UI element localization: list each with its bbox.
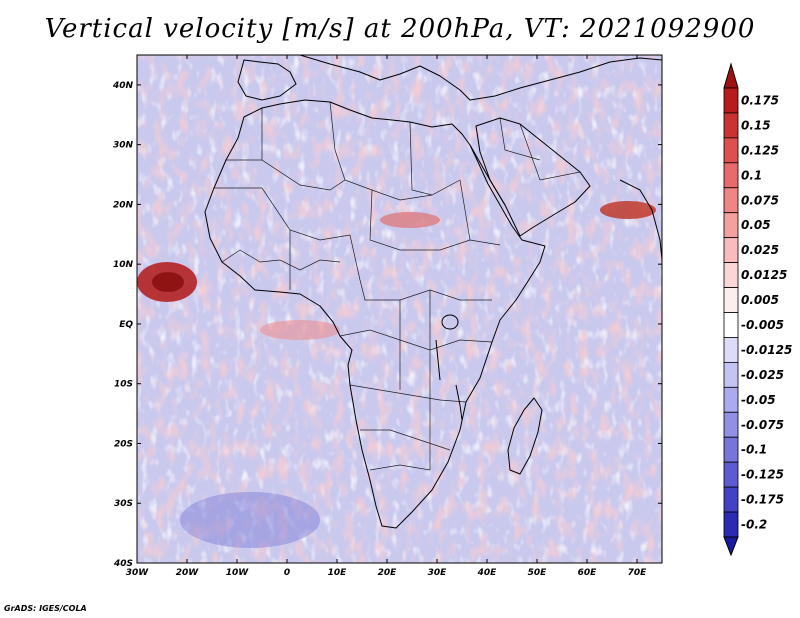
colorbar-swatch [723, 461, 739, 488]
madagascar-coastline [507, 397, 543, 475]
grads-credit: GrADS: IGES/COLA [4, 604, 87, 613]
colorbar-label: -0.05 [741, 393, 776, 407]
colorbar-label: -0.1 [741, 443, 767, 457]
border-line [519, 123, 581, 181]
updraft-blob-atlantic-core [152, 272, 184, 292]
border-line [329, 101, 346, 181]
lat-tick-label: 40N [112, 81, 134, 91]
border-line [349, 384, 467, 403]
lon-tick-label: 10E [328, 568, 348, 578]
lat-tick-label: 20N [113, 200, 134, 210]
colorbar-label: 0.005 [741, 293, 779, 307]
colorbar-swatch [723, 511, 739, 538]
country-borders [214, 101, 581, 471]
lon-tick-label: 0 [284, 568, 290, 578]
lat-tick-label: 20S [114, 439, 133, 449]
colorbar-label: 0.075 [741, 193, 779, 207]
border-line [369, 189, 501, 251]
colorbar-label: 0.05 [741, 218, 771, 232]
updraft-blob-arabian-sea [600, 201, 656, 219]
colorbar-swatch [723, 386, 739, 413]
colorbar-label: 0.0125 [741, 268, 787, 282]
updraft-blob-north-africa [380, 212, 440, 228]
colorbar-label: -0.125 [741, 468, 784, 482]
lat-tick-label: EQ [119, 320, 133, 330]
colorbar-swatch [723, 237, 739, 264]
colorbar-min-arrow [723, 536, 739, 557]
border-line [360, 429, 451, 451]
lat-tick-label: 30N [113, 141, 134, 151]
colorbar-swatch [723, 337, 739, 363]
lon-tick-label: 70E [628, 568, 648, 578]
red-sea-coastline [469, 144, 506, 206]
iberia-coastline [237, 59, 297, 101]
lake-malawi [455, 384, 463, 421]
colorbar-swatch [723, 162, 739, 189]
border-line [221, 249, 341, 271]
updraft-blob-south-atlantic [260, 320, 340, 340]
border-line [369, 464, 431, 471]
colorbar-max-arrow [723, 62, 739, 89]
longitude-axis: 30W 20W 10W 0 10E 20E 30E 40E 50E 60E 70E [126, 55, 647, 578]
colorbar-swatch [723, 112, 739, 139]
lat-tick-label: 30S [114, 499, 133, 509]
lon-tick-label: 60E [578, 568, 598, 578]
lake-victoria [441, 314, 459, 330]
colorbar-label: -0.025 [741, 368, 784, 382]
plot-frame [136, 54, 663, 564]
colorbar-swatch [723, 486, 739, 513]
latitude-axis: 40N 30N 20N 10N EQ 10S 20S 30S 40S [112, 81, 662, 569]
colorbar-swatch [723, 436, 739, 463]
lat-tick-label: 10S [114, 380, 133, 390]
border-line [499, 117, 541, 161]
border-line [409, 121, 433, 196]
colorbar-label: -0.2 [741, 518, 767, 532]
colorbar-label: 0.025 [741, 243, 779, 257]
colorbar-swatch [723, 312, 739, 338]
lon-tick-label: 10W [226, 568, 250, 578]
coastlines [204, 55, 662, 529]
colorbar-swatch [723, 262, 739, 288]
colorbar-label: -0.005 [741, 318, 784, 332]
plot-area [137, 55, 662, 563]
velocity-field-texture-red [137, 55, 662, 563]
colorbar-swatch [723, 361, 739, 388]
lon-tick-label: 50E [528, 568, 548, 578]
lon-tick-label: 20W [176, 568, 200, 578]
africa-coastline [204, 99, 546, 529]
map-title: Vertical velocity [m/s] at 200hPa, VT: 2… [44, 14, 756, 44]
lon-tick-label: 30E [428, 568, 448, 578]
colorbar-swatch [723, 137, 739, 164]
colorbar-label: 0.125 [741, 143, 779, 157]
downdraft-region-south-atlantic [180, 492, 320, 548]
lakes [435, 314, 463, 421]
colorbar: 0.175 0.15 0.125 0.1 0.075 0.05 0.025 0.0125 0.0… [723, 62, 792, 557]
colorbar-label: -0.0125 [741, 343, 792, 357]
colorbar-label: 0.15 [741, 118, 771, 132]
lat-tick-label: 10N [113, 260, 134, 270]
colorbar-swatch [723, 212, 739, 239]
colorbar-swatch [723, 187, 739, 214]
india-coastline [619, 179, 662, 261]
colorbar-label: 0.175 [741, 93, 779, 107]
colorbar-swatch [723, 287, 739, 313]
colorbar-label: -0.175 [741, 493, 784, 507]
border-line [339, 329, 493, 351]
border-line [459, 179, 471, 241]
colorbar-swatch [723, 87, 739, 114]
lon-tick-label: 20E [378, 568, 398, 578]
lat-tick-label: 40S [113, 559, 133, 569]
colorbar-label: 0.1 [741, 168, 762, 182]
europe-coastline [299, 55, 662, 101]
colorbar-swatch [723, 411, 739, 438]
lon-tick-label: 40E [477, 568, 498, 578]
lake-tanganyika [435, 339, 441, 381]
lon-tick-label: 30W [126, 568, 150, 578]
colorbar-label: -0.075 [741, 418, 784, 432]
